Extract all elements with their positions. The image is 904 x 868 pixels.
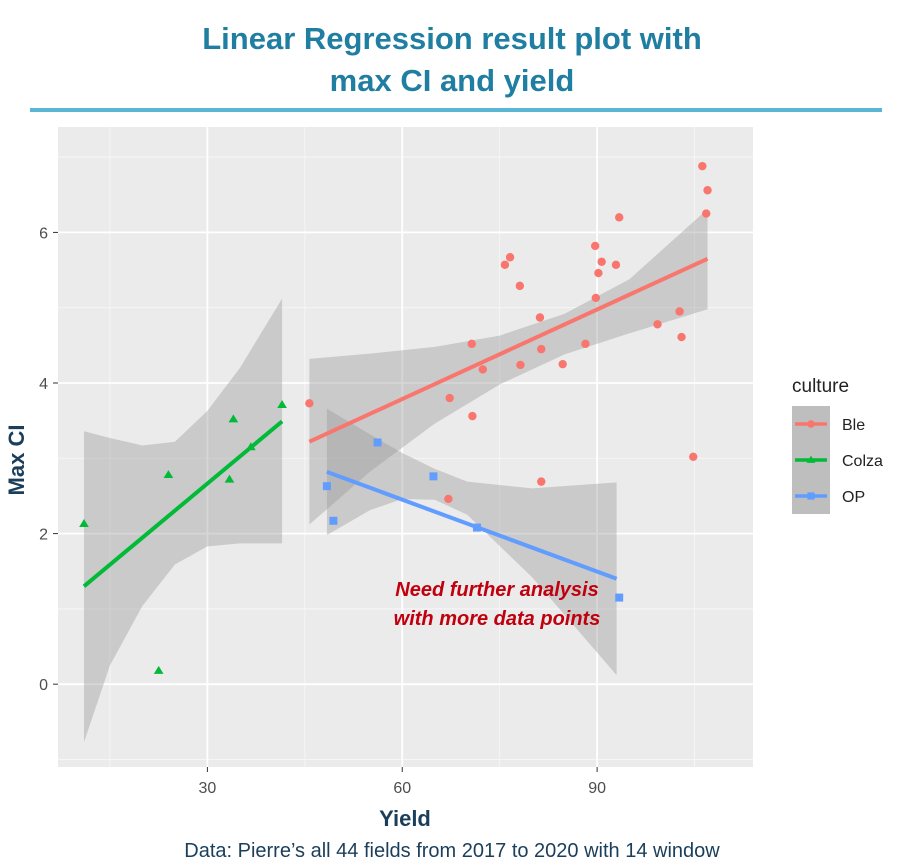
annotation-line-1: Need further analysis — [395, 579, 598, 601]
legend-marker-ble — [807, 420, 815, 428]
x-axis-label: Yield — [379, 806, 431, 831]
point-ble — [558, 359, 567, 369]
legend-title: culture — [792, 376, 849, 397]
point-ble — [702, 209, 711, 218]
point-ble — [537, 344, 546, 354]
point-ble — [689, 452, 698, 461]
point-colza — [228, 414, 239, 423]
title-underline — [30, 108, 882, 112]
point-ble — [703, 186, 712, 195]
grid-minor — [58, 127, 753, 767]
y-tick-label: 0 — [39, 677, 48, 694]
point-ble — [305, 399, 314, 408]
chart-title-line-1: Linear Regression result plot with — [202, 21, 702, 56]
legend-label-ble: Ble — [842, 417, 865, 434]
legend: culture Ble Colza OP — [792, 376, 883, 514]
y-tick-label: 4 — [39, 376, 48, 393]
point-colza — [224, 474, 235, 483]
point-ble — [698, 161, 707, 171]
point-op — [329, 516, 338, 525]
point-ble — [677, 332, 686, 342]
y-tick-label: 6 — [39, 225, 48, 242]
point-ble — [590, 241, 600, 251]
regression-chart: Need further analysis with more data poi… — [4, 127, 883, 831]
plot-panel — [58, 127, 753, 767]
point-colza — [79, 519, 89, 527]
point-ble — [537, 477, 546, 486]
point-op — [472, 523, 481, 532]
point-ble — [581, 339, 590, 349]
ci-band-op — [326, 408, 617, 676]
point-ble — [516, 360, 525, 370]
y-tick-label: 2 — [39, 527, 48, 544]
annotation: Need further analysis with more data poi… — [394, 579, 601, 630]
point-ble — [597, 257, 606, 266]
legend-label-op: OP — [842, 489, 865, 506]
data-points — [79, 161, 712, 674]
point-ble — [505, 253, 515, 262]
point-colza — [153, 665, 164, 674]
point-ble — [653, 320, 662, 329]
point-ble — [591, 293, 601, 303]
x-tick-label: 30 — [198, 780, 216, 797]
ci-band-colza — [83, 298, 283, 743]
point-ble — [467, 339, 476, 349]
point-ble — [675, 307, 684, 316]
point-ble — [515, 281, 525, 291]
ci-band-ble — [309, 209, 708, 525]
point-op — [373, 438, 382, 447]
point-op — [615, 593, 624, 602]
point-ble — [468, 411, 477, 421]
point-ble — [445, 393, 454, 403]
axes: 30 60 90 0 2 4 6 — [39, 225, 606, 797]
point-colza — [163, 470, 174, 479]
point-ble — [500, 260, 510, 269]
point-colza — [246, 442, 256, 451]
confidence-bands — [83, 209, 708, 743]
point-ble — [611, 260, 621, 269]
chart-title-line-2: max CI and yield — [329, 63, 575, 98]
fit-line-op — [326, 469, 618, 581]
point-op — [322, 482, 331, 491]
point-ble — [614, 213, 624, 222]
legend-marker-colza — [806, 455, 816, 463]
y-axis-label: Max CI — [4, 425, 29, 496]
grid-major — [58, 127, 753, 767]
point-op — [429, 472, 438, 481]
fit-line-ble — [308, 256, 709, 444]
point-ble — [594, 268, 603, 278]
data-caption: Data: Pierre’s all 44 fields from 2017 t… — [184, 840, 720, 862]
legend-marker-op — [807, 492, 815, 500]
point-ble — [444, 494, 453, 504]
x-tick-label: 60 — [393, 780, 411, 797]
annotation-line-2: with more data points — [394, 608, 601, 630]
legend-label-colza: Colza — [842, 453, 883, 470]
point-ble — [478, 365, 487, 374]
point-ble — [535, 313, 545, 322]
x-tick-label: 90 — [588, 780, 606, 797]
point-colza — [277, 400, 287, 409]
